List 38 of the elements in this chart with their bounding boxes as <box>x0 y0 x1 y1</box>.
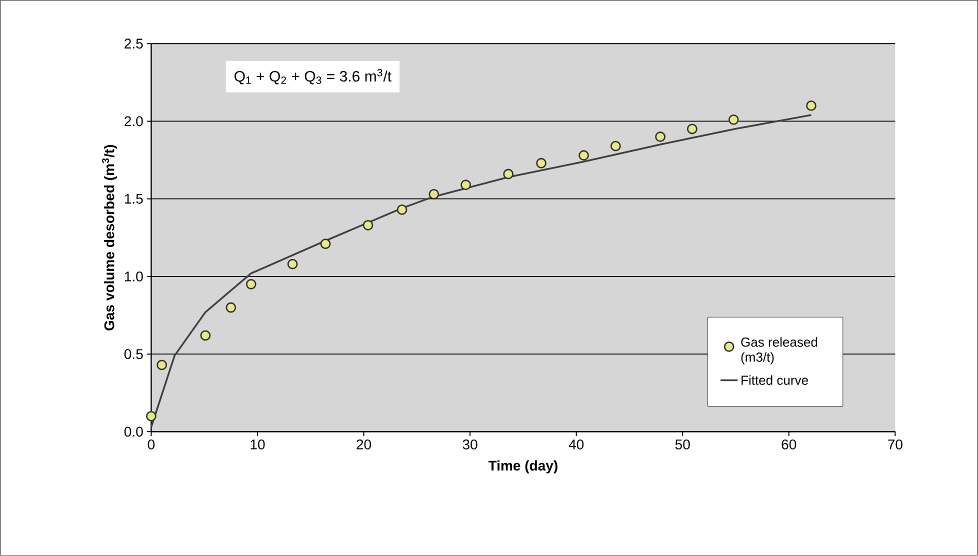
x-tick-label: 40 <box>568 440 584 450</box>
point <box>200 330 211 341</box>
legend-label: Fitted curve <box>742 375 808 385</box>
point <box>246 279 256 290</box>
point <box>578 150 589 161</box>
x-axis-title: Time (day) <box>488 460 558 474</box>
x-tick-label: 70 <box>888 440 902 450</box>
point <box>536 158 546 168</box>
point <box>287 258 298 270</box>
point <box>320 238 331 250</box>
legend-label: Gas released (m3/t) <box>741 337 818 364</box>
point <box>226 302 236 313</box>
point <box>655 132 666 142</box>
y-tick-label: 0.5 <box>124 349 143 360</box>
x-tick-label: 20 <box>356 440 372 450</box>
point <box>610 140 621 152</box>
x-tick-label: 30 <box>462 440 478 450</box>
point <box>396 204 408 216</box>
x-tick-label: 10 <box>250 440 265 450</box>
y-tick-label: 2.5 <box>124 38 143 49</box>
y-tick-label: 1.0 <box>124 272 143 282</box>
point <box>460 180 472 190</box>
x-tick-label: 60 <box>782 440 796 450</box>
point <box>728 114 739 126</box>
y-tick-label: 1.5 <box>124 194 143 204</box>
point <box>428 189 440 200</box>
point <box>146 411 156 422</box>
y-tick-label: 2.0 <box>124 116 143 126</box>
point <box>362 220 374 231</box>
x-tick-label: 0 <box>148 440 155 450</box>
point <box>503 168 514 180</box>
y-axis-title: Gas volume desorbed (m$^{3}$/t) <box>102 145 118 331</box>
text: Q$_{1}$ + Q$_{2}$ + Q$_{3}$ = 3.6 m$^{3}$/t <box>234 69 392 84</box>
point <box>156 360 168 370</box>
y-tick-label: 0.0 <box>124 426 143 437</box>
x-tick-label: 50 <box>675 440 690 450</box>
point <box>806 100 816 112</box>
point <box>686 124 698 134</box>
